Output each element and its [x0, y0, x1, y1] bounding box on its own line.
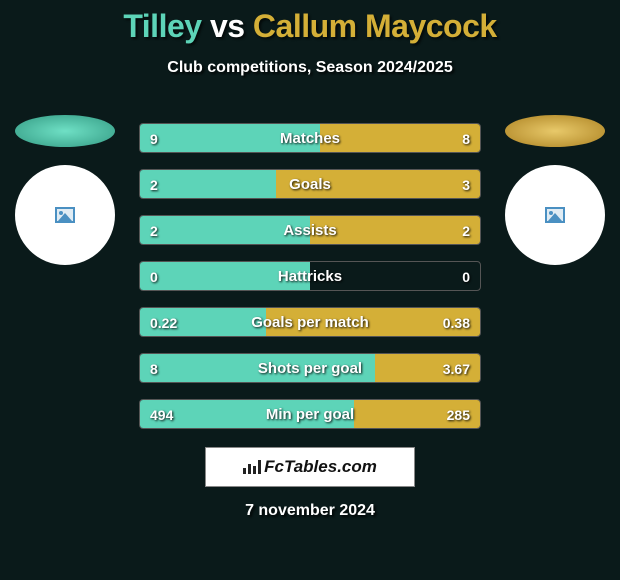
player2-name: Callum Maycock — [253, 8, 497, 44]
player2-avatar-circle — [505, 165, 605, 265]
stat-value-left: 494 — [150, 400, 173, 429]
branding-text: FcTables.com — [264, 457, 377, 477]
stat-value-right: 3 — [462, 170, 470, 199]
image-placeholder-icon — [545, 207, 565, 223]
stat-value-left: 9 — [150, 124, 158, 153]
stat-bar-left — [140, 170, 276, 198]
stat-value-left: 0 — [150, 262, 158, 291]
stat-value-left: 2 — [150, 170, 158, 199]
stat-bar-right — [320, 124, 480, 152]
stat-row: 00Hattricks — [139, 261, 481, 291]
stat-bar-right — [276, 170, 480, 198]
player1-shadow-ellipse — [15, 115, 115, 147]
stat-row: 98Matches — [139, 123, 481, 153]
player1-badge-column — [10, 115, 120, 265]
comparison-title: Tilley vs Callum Maycock — [0, 0, 620, 45]
stat-bars-container: 98Matches23Goals22Assists00Hattricks0.22… — [139, 123, 481, 445]
player2-badge-column — [500, 115, 610, 265]
stat-row: 0.220.38Goals per match — [139, 307, 481, 337]
stat-row: 83.67Shots per goal — [139, 353, 481, 383]
stat-bar-left — [140, 216, 310, 244]
player1-name: Tilley — [123, 8, 201, 44]
branding-box: FcTables.com — [205, 447, 415, 487]
stat-value-left: 2 — [150, 216, 158, 245]
stat-value-right: 3.67 — [443, 354, 470, 383]
subtitle: Club competitions, Season 2024/2025 — [0, 59, 620, 77]
stat-value-right: 8 — [462, 124, 470, 153]
image-placeholder-icon — [55, 207, 75, 223]
player2-shadow-ellipse — [505, 115, 605, 147]
stat-value-left: 8 — [150, 354, 158, 383]
stat-bar-left — [140, 354, 375, 382]
stat-value-right: 285 — [447, 400, 470, 429]
vs-word: vs — [210, 8, 245, 44]
player1-avatar-circle — [15, 165, 115, 265]
stat-row: 23Goals — [139, 169, 481, 199]
stat-value-left: 0.22 — [150, 308, 177, 337]
date-text: 7 november 2024 — [0, 502, 620, 520]
stat-value-right: 0 — [462, 262, 470, 291]
stat-bar-left — [140, 262, 310, 290]
stat-value-right: 2 — [462, 216, 470, 245]
stat-row: 22Assists — [139, 215, 481, 245]
stat-bar-right — [310, 216, 480, 244]
branding-chart-icon — [243, 460, 261, 474]
stat-value-right: 0.38 — [443, 308, 470, 337]
stat-row: 494285Min per goal — [139, 399, 481, 429]
stat-bar-left — [140, 124, 320, 152]
